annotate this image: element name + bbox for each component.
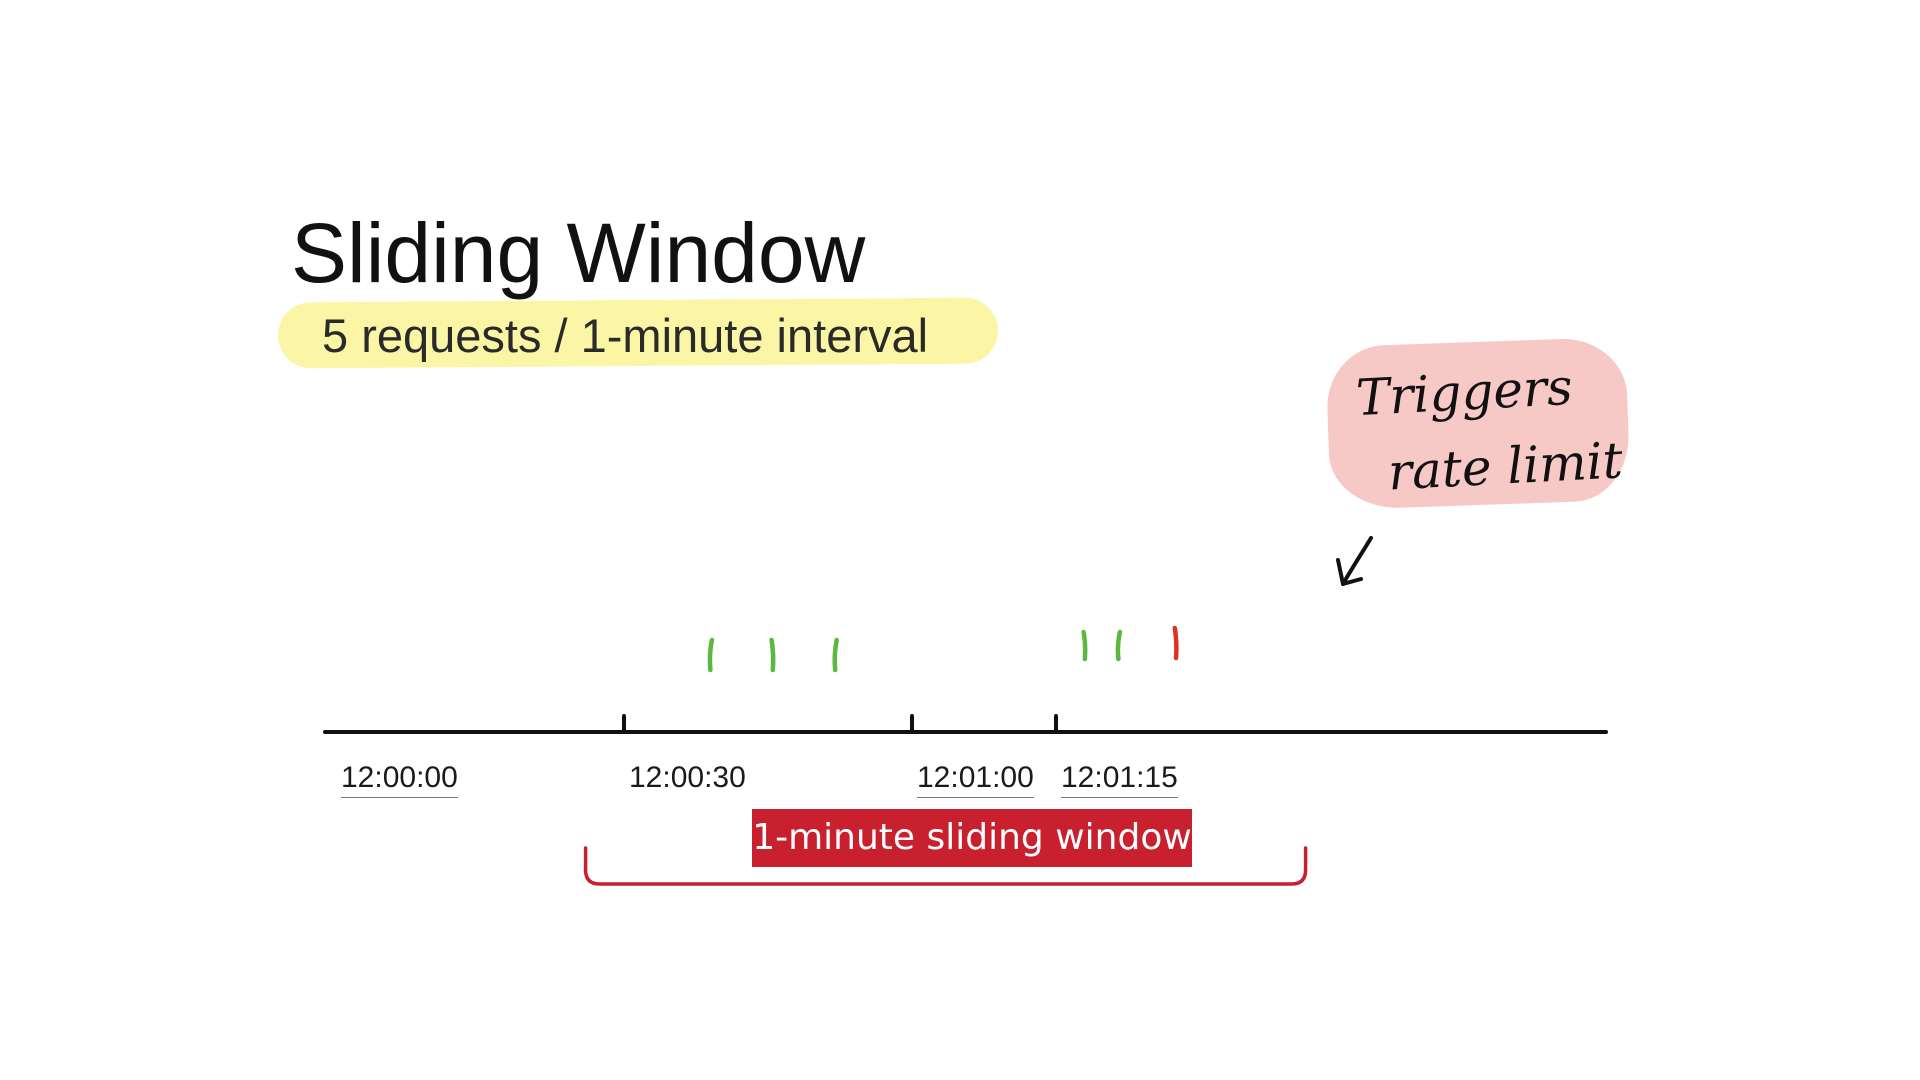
rejected-request-mark	[1172, 625, 1179, 661]
slide-title: Sliding Window	[291, 206, 866, 300]
subtitle: 5 requests / 1-minute interval	[322, 309, 929, 362]
tick-label: 12:01:15	[1061, 760, 1178, 798]
allowed-request-mark	[1081, 629, 1088, 662]
allowed-request-mark	[1115, 629, 1123, 662]
tick-label: 12:00:30	[629, 761, 746, 794]
allowed-request-mark	[707, 637, 715, 673]
window-bracket	[583, 846, 1308, 886]
allowed-request-mark	[832, 637, 839, 673]
callout-arrow-icon	[1336, 536, 1373, 586]
tick-label: 12:01:00	[917, 760, 1034, 798]
allowed-request-mark	[769, 637, 776, 673]
tick-label: 12:00:00	[341, 760, 458, 798]
sliding-window-label: 1-minute sliding window	[752, 809, 1192, 867]
